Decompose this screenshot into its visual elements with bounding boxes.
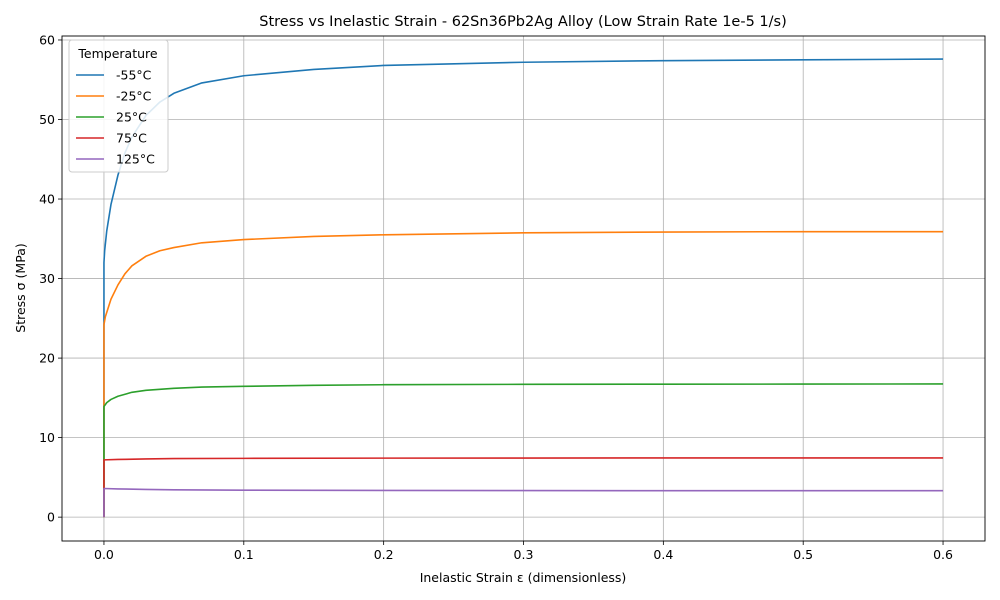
legend-title: Temperature <box>77 46 157 61</box>
legend-label: 125°C <box>116 152 155 167</box>
x-tick-label: 0.2 <box>374 547 394 562</box>
legend-entries: -55°C -25°C 25°C 75°C 125°C <box>76 68 155 167</box>
y-tick-label: 40 <box>39 192 55 207</box>
x-axis-label: Inelastic Strain ε (dimensionless) <box>420 570 627 585</box>
legend: Temperature -55°C -25°C 25°C 75°C 125°C <box>68 39 169 173</box>
legend-label: 25°C <box>116 110 147 125</box>
x-tick-label: 0.4 <box>653 547 673 562</box>
legend-box <box>68 39 169 173</box>
y-tick-label: 10 <box>39 430 55 445</box>
legend-label: 75°C <box>116 131 147 146</box>
series-line <box>103 230 944 518</box>
y-tick-label: 30 <box>39 271 55 286</box>
legend-label: -55°C <box>116 68 152 83</box>
y-axis-label: Stress σ (MPa) <box>13 243 28 332</box>
series-line <box>103 487 944 518</box>
series-line <box>103 457 944 518</box>
series-line <box>103 383 944 518</box>
y-tick-label: 0 <box>47 510 55 525</box>
x-axis-ticks: 0.0 0.1 0.2 0.3 0.4 0.5 0.6 <box>94 541 953 562</box>
x-tick-label: 0.1 <box>234 547 254 562</box>
y-axis-ticks: 0 10 20 30 40 50 60 <box>39 32 62 525</box>
x-tick-label: 0.6 <box>933 547 953 562</box>
grid <box>62 36 985 541</box>
x-tick-label: 0.5 <box>793 547 813 562</box>
x-tick-label: 0.0 <box>94 547 114 562</box>
y-tick-label: 20 <box>39 351 55 366</box>
legend-label: -25°C <box>116 89 152 104</box>
x-tick-label: 0.3 <box>514 547 534 562</box>
y-tick-label: 60 <box>39 32 55 47</box>
chart-title: Stress vs Inelastic Strain - 62Sn36Pb2Ag… <box>259 14 787 30</box>
y-tick-label: 50 <box>39 112 55 127</box>
